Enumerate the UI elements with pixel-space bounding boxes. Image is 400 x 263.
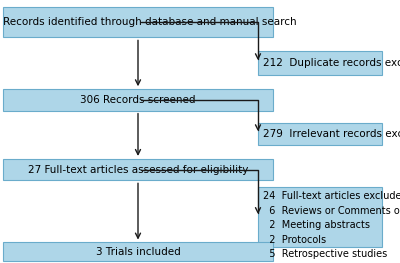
FancyBboxPatch shape (3, 7, 273, 37)
Text: 3 Trials included: 3 Trials included (96, 247, 180, 257)
Text: 279  Irrelevant records excluded: 279 Irrelevant records excluded (263, 129, 400, 139)
FancyBboxPatch shape (258, 187, 382, 247)
FancyBboxPatch shape (258, 51, 382, 75)
Text: 24  Full-text articles excluded
  6  Reviews or Comments or Letters
  2  Meeting: 24 Full-text articles excluded 6 Reviews… (263, 191, 400, 263)
FancyBboxPatch shape (3, 242, 273, 261)
FancyBboxPatch shape (3, 89, 273, 111)
Text: 212  Duplicate records excluded: 212 Duplicate records excluded (263, 58, 400, 68)
FancyBboxPatch shape (258, 123, 382, 145)
Text: 27 Full-text articles assessed for eligibility: 27 Full-text articles assessed for eligi… (28, 165, 248, 175)
Text: 306 Records screened: 306 Records screened (80, 95, 196, 105)
FancyBboxPatch shape (3, 159, 273, 180)
Text: 518 Records identified through database and manual search: 518 Records identified through database … (0, 17, 296, 27)
